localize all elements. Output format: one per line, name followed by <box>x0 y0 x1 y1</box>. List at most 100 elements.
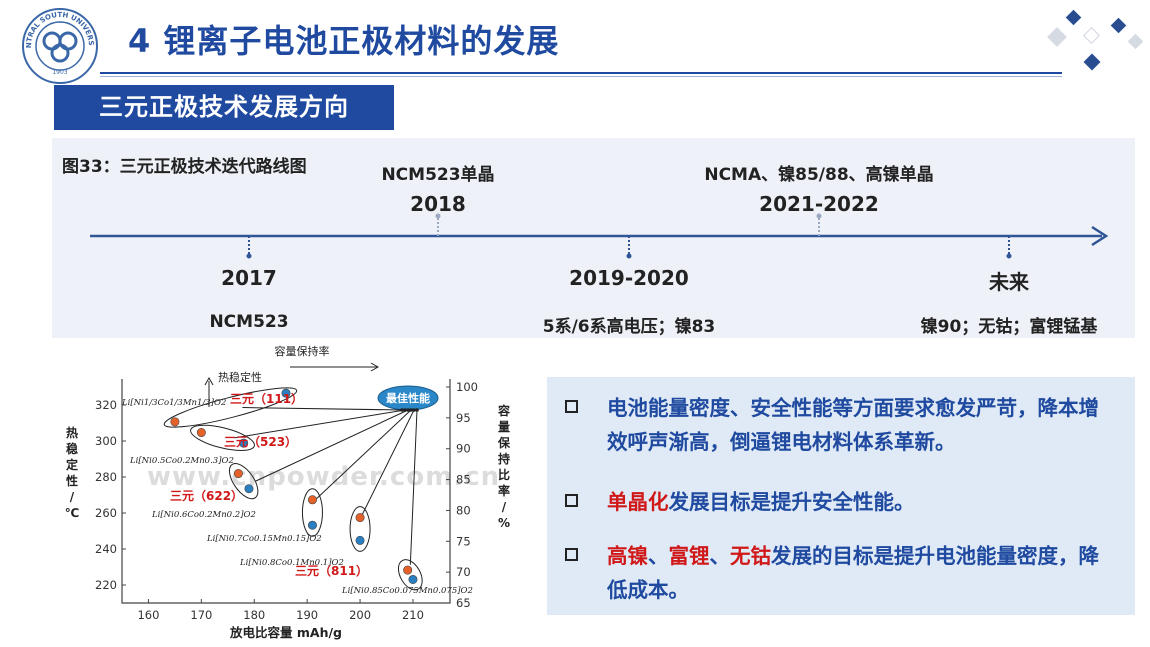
y-right-tick-label: 100 <box>456 380 478 394</box>
data-point <box>196 428 206 438</box>
retention-arrow-icon <box>290 362 380 372</box>
group-formula: Li[Ni0.7Co0.15Mn0.15]O2 <box>206 534 322 544</box>
logo-emblem-icon <box>42 31 78 63</box>
y-right-tick-label: 95 <box>456 411 471 425</box>
group-formula: Li[Ni0.5Co0.2Mn0.3]O2 <box>129 456 234 466</box>
group-arrow-head <box>406 408 410 412</box>
x-tick-label: 160 <box>137 608 159 622</box>
group-arrow <box>359 409 415 520</box>
timeline-marker <box>626 253 632 259</box>
highlight-text: 单晶化 <box>607 490 669 514</box>
checkbox-bullet-icon <box>565 548 578 561</box>
decorative-diamonds-icon <box>1047 9 1144 71</box>
timeline-marker <box>816 213 822 219</box>
y-right-tick-label: 75 <box>456 534 471 548</box>
group-formula: Li[Ni0.85Co0.075Mn0.075]O2 <box>341 586 473 596</box>
timeline-description: NCM523 <box>209 312 289 332</box>
timeline-description: NCM523单晶 <box>381 165 495 185</box>
timeline-marker <box>435 213 441 219</box>
slide-title: 4 锂离子电池正极材料的发展 <box>128 22 560 60</box>
x-tick-label: 180 <box>243 608 265 622</box>
data-point <box>239 438 249 448</box>
section-title: 三元正极技术发展方向 <box>99 93 349 121</box>
bullet-text: 单晶化发展目标是提升安全性能。 <box>607 485 1117 519</box>
x-axis-label: 放电比容量 mAh/g <box>229 625 342 640</box>
group-arrow <box>409 409 418 565</box>
y-right-tick-label: 90 <box>456 442 471 456</box>
section-header: 三元正极技术发展方向 <box>54 85 394 130</box>
timeline-caption: 图33：三元正极技术迭代路线图 <box>62 157 307 177</box>
highlight-text: 富锂 <box>668 544 710 568</box>
timeline-marker <box>1006 253 1012 259</box>
bullet-text-segment: 电池能量密度、安全性能等方面要求愈发严苛，降本增效呼声渐高，倒逼锂电材料体系革新… <box>607 396 1099 454</box>
data-point <box>281 388 291 398</box>
y-left-axis-label: 热稳定性/℃ <box>65 425 80 520</box>
university-logo: CENTRAL SOUTH UNIVERSITY 1903 <box>22 8 98 84</box>
group-arrow-head <box>415 408 419 412</box>
data-point <box>170 417 180 427</box>
group-ellipse <box>228 463 259 500</box>
bullet-panel: 电池能量密度、安全性能等方面要求愈发严苛，降本增效呼声渐高，倒逼锂电材料体系革新… <box>547 377 1135 615</box>
x-tick-label: 190 <box>296 608 318 622</box>
timeline-year: 2021-2022 <box>759 192 879 216</box>
timeline-arrow-icon <box>1091 225 1109 247</box>
x-tick-label: 210 <box>402 608 424 622</box>
title-divider-thin <box>100 76 1062 77</box>
bullet-text-segment: 发展的目标是提升电池能量密度，降低成本。 <box>607 544 1099 602</box>
group-arrow <box>255 409 409 482</box>
y-left-tick-label: 300 <box>95 434 117 448</box>
y-left-tick-label: 240 <box>95 542 117 556</box>
bullet-text-segment: 、 <box>709 544 731 568</box>
logo-year: 1903 <box>52 69 67 76</box>
highlight-text: 无钴 <box>730 544 771 568</box>
data-point <box>355 513 365 523</box>
y-right-tick-label: 70 <box>456 565 471 579</box>
group-ellipse <box>349 506 371 552</box>
group-label: 三元（811） <box>295 563 368 578</box>
checkbox-bullet-icon <box>565 494 578 507</box>
best-performance-label: 最佳性能 <box>386 391 430 405</box>
title-divider <box>100 72 1062 74</box>
timeline-year: 未来 <box>989 270 1029 294</box>
data-point <box>355 535 365 545</box>
group-arrow <box>234 409 406 439</box>
timeline-description: 5系/6系高电压；镍83 <box>542 317 716 337</box>
group-ellipse <box>163 387 298 428</box>
cathode-performance-chart: www.cnpowder.com.cn 160 170 180 190 200 210 220… <box>65 345 511 640</box>
highlight-text: 高镍 <box>607 544 648 568</box>
y-right-tick-label: 80 <box>456 503 471 517</box>
group-label: 三元（622） <box>170 488 243 503</box>
timeline-year: 2018 <box>410 192 466 216</box>
data-point <box>403 565 413 575</box>
capacity-retention-label: 容量保持率 <box>275 345 330 358</box>
y-right-tick-label: 65 <box>456 596 471 610</box>
y-left-tick-label: 220 <box>95 578 117 592</box>
group-formula: Li[Ni0.6Co0.2Mn0.2]O2 <box>151 510 256 520</box>
group-label: 三元（111） <box>230 391 303 406</box>
timeline-axis <box>90 213 1109 259</box>
chart-watermark: www.cnpowder.com.cn <box>147 462 500 492</box>
timeline-marker <box>246 253 252 259</box>
timeline-year: 2019-2020 <box>569 266 689 290</box>
bullet-text: 高镍、富锂、无钴发展的目标是提升电池能量密度，降低成本。 <box>607 539 1117 607</box>
x-tick-label: 200 <box>349 608 371 622</box>
group-ellipse <box>397 559 423 591</box>
group-arrow-head <box>412 408 416 412</box>
y-right-axis-label: 容量保持比率/% <box>497 403 511 530</box>
x-tick-label: 170 <box>190 608 212 622</box>
group-formula: Li[Ni0.8Co0.1Mn0.1]O2 <box>239 558 344 568</box>
y-left-tick-label: 260 <box>95 506 117 520</box>
bullet-text-segment: 发展目标是提升安全性能。 <box>668 490 915 514</box>
y-left-tick-label: 280 <box>95 470 117 484</box>
data-point <box>408 574 418 584</box>
group-formula: Li[Ni1/3Co1/3Mn1/3]O2 <box>121 398 226 408</box>
data-point <box>233 469 243 479</box>
y-left-tick-label: 320 <box>95 398 117 412</box>
data-point <box>307 495 317 505</box>
checkbox-bullet-icon <box>565 400 578 413</box>
timeline-description: 镍90；无钴；富锂锰基 <box>920 317 1098 337</box>
timeline-panel <box>52 138 1135 338</box>
group-arrow <box>242 407 403 411</box>
data-point <box>244 484 254 494</box>
group-label: 三元（523） <box>224 434 297 449</box>
